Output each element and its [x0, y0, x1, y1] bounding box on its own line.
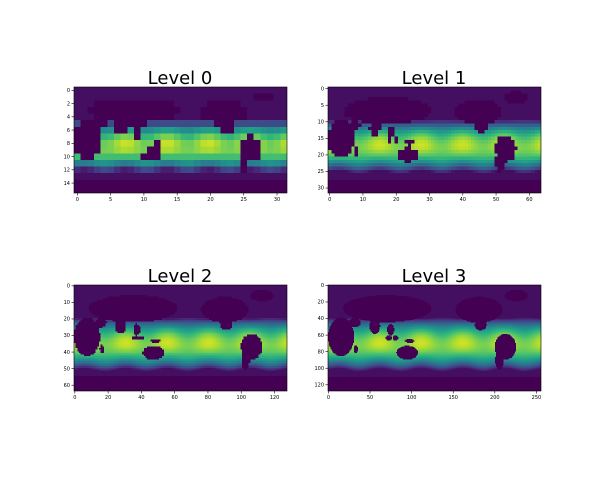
y-tick-label: 4 — [67, 115, 70, 121]
x-tick-label: 20 — [207, 197, 213, 203]
x-tick-label: 20 — [393, 197, 399, 203]
heatmap-image — [74, 87, 287, 193]
y-tick-label: 5 — [321, 103, 324, 109]
y-tick-label: 10 — [318, 119, 324, 125]
x-axis: 0 20 40 60 80 100 120 — [73, 391, 279, 401]
y-tick-label: 40 — [318, 316, 324, 322]
panel-level-2: Level 2 0 20 40 60 80 100 120 0 10 20 30 40 50 60 — [64, 266, 288, 401]
y-tick-label: 20 — [318, 153, 324, 159]
panel-title: Level 1 — [402, 68, 467, 89]
y-tick-label: 40 — [64, 350, 70, 356]
y-tick-label: 120 — [314, 382, 324, 388]
x-tick-label: 0 — [73, 395, 76, 401]
y-tick-label: 100 — [314, 366, 324, 372]
y-tick-label: 10 — [64, 154, 70, 160]
y-axis: 0 5 10 15 20 25 30 — [318, 86, 328, 192]
x-tick-label: 30 — [426, 197, 432, 203]
axes-frame — [327, 86, 542, 194]
heatmap-raster — [328, 87, 541, 193]
heatmap-raster — [74, 285, 287, 391]
x-tick-label: 60 — [171, 395, 177, 401]
y-tick-label: 50 — [64, 366, 70, 372]
y-tick-label: 0 — [321, 283, 324, 289]
panel-level-0: Level 0 0 5 10 15 20 25 30 0 2 4 6 8 10 12 14 — [64, 68, 288, 203]
y-tick-label: 60 — [64, 383, 70, 389]
panel-title: Level 2 — [148, 266, 213, 287]
x-tick-label: 10 — [141, 197, 147, 203]
y-tick-label: 60 — [318, 333, 324, 339]
x-tick-label: 120 — [270, 395, 280, 401]
y-tick-label: 6 — [67, 128, 70, 134]
x-tick-label: 40 — [460, 197, 466, 203]
heatmap-raster — [328, 285, 541, 391]
y-tick-label: 20 — [64, 317, 70, 323]
x-tick-label: 0 — [328, 197, 331, 203]
y-tick-label: 25 — [318, 169, 324, 175]
y-tick-label: 8 — [67, 141, 70, 147]
y-tick-label: 30 — [64, 333, 70, 339]
x-tick-label: 40 — [138, 395, 144, 401]
panel-level-3: Level 3 0 50 100 150 200 250 0 20 40 60 80 100 120 — [314, 266, 542, 401]
x-tick-label: 150 — [448, 395, 458, 401]
y-tick-label: 2 — [67, 101, 70, 107]
x-tick-label: 5 — [109, 197, 112, 203]
x-tick-label: 200 — [490, 395, 500, 401]
y-tick-label: 80 — [318, 349, 324, 355]
axes-frame — [73, 284, 288, 392]
x-tick-label: 0 — [76, 197, 79, 203]
y-tick-label: 12 — [64, 168, 70, 174]
axes-frame — [327, 284, 542, 392]
panel-title: Level 0 — [148, 68, 213, 89]
x-tick-label: 50 — [367, 395, 373, 401]
heatmap-raster — [74, 87, 287, 193]
y-tick-label: 15 — [318, 136, 324, 142]
x-tick-label: 0 — [327, 395, 330, 401]
y-tick-label: 0 — [67, 284, 70, 290]
axes-frame — [73, 86, 288, 194]
x-tick-label: 25 — [241, 197, 247, 203]
y-axis: 0 2 4 6 8 10 12 14 — [64, 88, 74, 187]
x-tick-label: 60 — [526, 197, 532, 203]
x-tick-label: 20 — [105, 395, 111, 401]
x-tick-label: 250 — [532, 395, 542, 401]
x-axis: 0 50 100 150 200 250 — [327, 391, 541, 401]
x-tick-label: 100 — [236, 395, 246, 401]
y-tick-label: 14 — [64, 181, 70, 187]
x-tick-label: 50 — [493, 197, 499, 203]
x-tick-label: 30 — [274, 197, 280, 203]
y-tick-label: 10 — [64, 300, 70, 306]
x-tick-label: 80 — [205, 395, 211, 401]
y-axis: 0 10 20 30 40 50 60 — [64, 284, 74, 389]
x-tick-label: 15 — [174, 197, 180, 203]
y-axis: 0 20 40 60 80 100 120 — [314, 283, 328, 388]
heatmap-image — [328, 87, 541, 193]
x-tick-label: 100 — [407, 395, 417, 401]
heatmap-image — [74, 285, 287, 391]
y-tick-label: 20 — [318, 300, 324, 306]
x-tick-label: 10 — [360, 197, 366, 203]
y-tick-label: 0 — [67, 88, 70, 94]
panel-title: Level 3 — [402, 266, 467, 287]
x-axis: 0 5 10 15 20 25 30 — [76, 193, 280, 203]
panel-level-1: Level 1 0 10 20 30 40 50 60 0 5 10 15 20 25 30 — [318, 68, 542, 203]
heatmap-image — [328, 285, 541, 391]
y-tick-label: 0 — [321, 86, 324, 92]
y-tick-label: 30 — [318, 186, 324, 192]
x-axis: 0 10 20 30 40 50 60 — [328, 193, 533, 203]
